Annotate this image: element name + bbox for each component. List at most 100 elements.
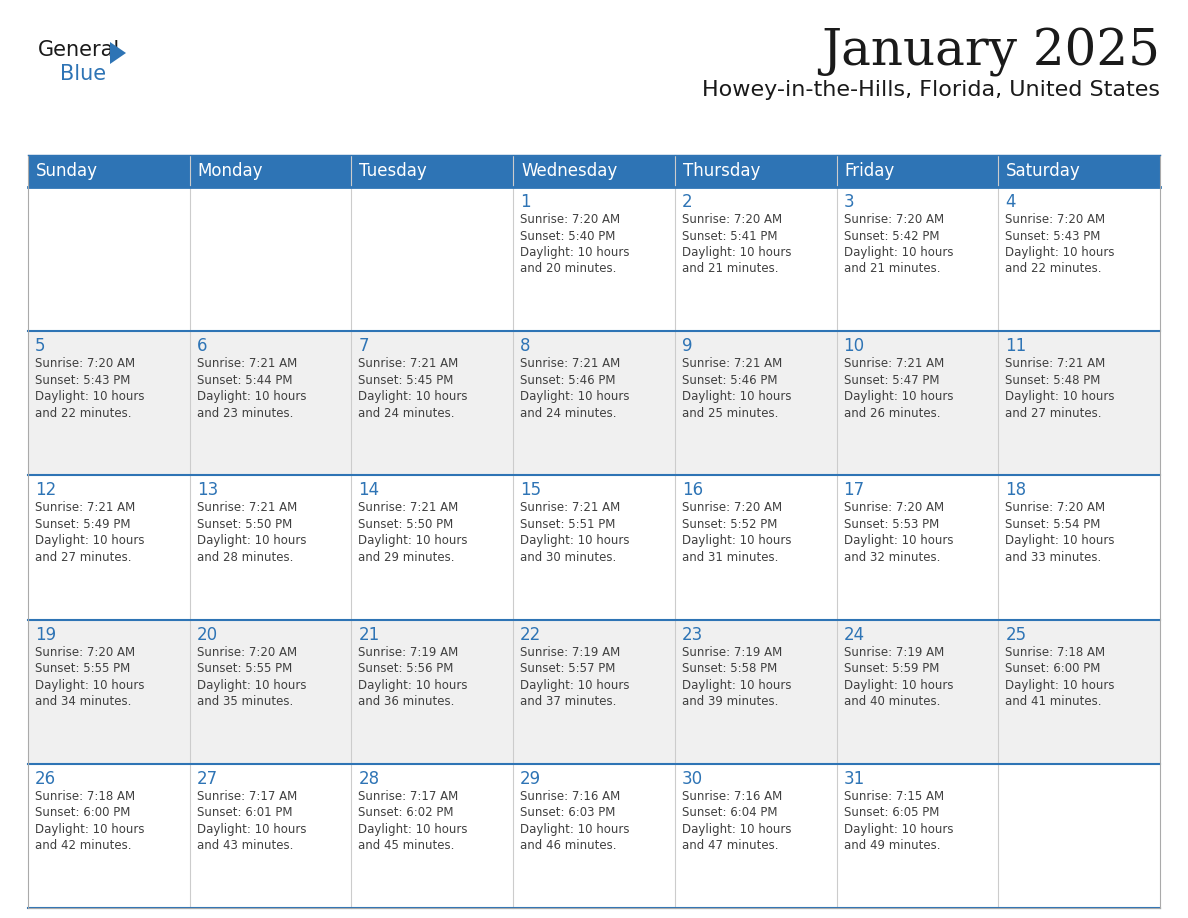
- Text: Sunrise: 7:20 AM
Sunset: 5:42 PM
Daylight: 10 hours
and 21 minutes.: Sunrise: 7:20 AM Sunset: 5:42 PM Dayligh…: [843, 213, 953, 275]
- Bar: [998, 187, 1159, 331]
- Text: 29: 29: [520, 770, 542, 788]
- Text: 17: 17: [843, 481, 865, 499]
- Text: 12: 12: [34, 481, 56, 499]
- Text: Sunrise: 7:21 AM
Sunset: 5:50 PM
Daylight: 10 hours
and 28 minutes.: Sunrise: 7:21 AM Sunset: 5:50 PM Dayligh…: [197, 501, 307, 564]
- Text: 30: 30: [682, 770, 703, 788]
- Text: January 2025: January 2025: [821, 28, 1159, 77]
- Bar: [998, 620, 1159, 764]
- Bar: [675, 476, 836, 620]
- Bar: [29, 155, 190, 187]
- Text: Sunrise: 7:19 AM
Sunset: 5:57 PM
Daylight: 10 hours
and 37 minutes.: Sunrise: 7:19 AM Sunset: 5:57 PM Dayligh…: [520, 645, 630, 708]
- Text: 7: 7: [359, 337, 369, 355]
- Text: 21: 21: [359, 625, 380, 644]
- Bar: [513, 476, 675, 620]
- Text: 4: 4: [1005, 193, 1016, 211]
- Text: Sunrise: 7:20 AM
Sunset: 5:43 PM
Daylight: 10 hours
and 22 minutes.: Sunrise: 7:20 AM Sunset: 5:43 PM Dayligh…: [34, 357, 145, 420]
- Text: General: General: [38, 40, 120, 60]
- Text: Sunrise: 7:21 AM
Sunset: 5:51 PM
Daylight: 10 hours
and 30 minutes.: Sunrise: 7:21 AM Sunset: 5:51 PM Dayligh…: [520, 501, 630, 564]
- Bar: [675, 187, 836, 331]
- Bar: [513, 331, 675, 476]
- Text: 26: 26: [34, 770, 56, 788]
- Text: 19: 19: [34, 625, 56, 644]
- Text: Sunrise: 7:17 AM
Sunset: 6:01 PM
Daylight: 10 hours
and 43 minutes.: Sunrise: 7:17 AM Sunset: 6:01 PM Dayligh…: [197, 789, 307, 852]
- Bar: [836, 331, 998, 476]
- Text: Wednesday: Wednesday: [522, 162, 618, 180]
- Polygon shape: [110, 42, 126, 64]
- Text: 24: 24: [843, 625, 865, 644]
- Text: Friday: Friday: [845, 162, 895, 180]
- Bar: [190, 155, 352, 187]
- Text: Sunrise: 7:19 AM
Sunset: 5:58 PM
Daylight: 10 hours
and 39 minutes.: Sunrise: 7:19 AM Sunset: 5:58 PM Dayligh…: [682, 645, 791, 708]
- Text: 22: 22: [520, 625, 542, 644]
- Bar: [29, 187, 190, 331]
- Text: Sunrise: 7:19 AM
Sunset: 5:59 PM
Daylight: 10 hours
and 40 minutes.: Sunrise: 7:19 AM Sunset: 5:59 PM Dayligh…: [843, 645, 953, 708]
- Bar: [675, 620, 836, 764]
- Text: 16: 16: [682, 481, 703, 499]
- Text: 13: 13: [197, 481, 217, 499]
- Text: 18: 18: [1005, 481, 1026, 499]
- Text: 5: 5: [34, 337, 45, 355]
- Text: Thursday: Thursday: [683, 162, 760, 180]
- Bar: [998, 155, 1159, 187]
- Bar: [190, 476, 352, 620]
- Bar: [352, 331, 513, 476]
- Text: 31: 31: [843, 770, 865, 788]
- Bar: [352, 620, 513, 764]
- Text: Sunrise: 7:21 AM
Sunset: 5:46 PM
Daylight: 10 hours
and 24 minutes.: Sunrise: 7:21 AM Sunset: 5:46 PM Dayligh…: [520, 357, 630, 420]
- Bar: [836, 187, 998, 331]
- Bar: [190, 331, 352, 476]
- Text: Sunrise: 7:20 AM
Sunset: 5:54 PM
Daylight: 10 hours
and 33 minutes.: Sunrise: 7:20 AM Sunset: 5:54 PM Dayligh…: [1005, 501, 1114, 564]
- Bar: [352, 476, 513, 620]
- Text: Sunrise: 7:20 AM
Sunset: 5:55 PM
Daylight: 10 hours
and 34 minutes.: Sunrise: 7:20 AM Sunset: 5:55 PM Dayligh…: [34, 645, 145, 708]
- Bar: [29, 620, 190, 764]
- Bar: [836, 764, 998, 908]
- Bar: [352, 187, 513, 331]
- Text: 6: 6: [197, 337, 207, 355]
- Bar: [513, 155, 675, 187]
- Bar: [190, 187, 352, 331]
- Text: Sunrise: 7:18 AM
Sunset: 6:00 PM
Daylight: 10 hours
and 42 minutes.: Sunrise: 7:18 AM Sunset: 6:00 PM Dayligh…: [34, 789, 145, 852]
- Bar: [836, 476, 998, 620]
- Text: Sunrise: 7:21 AM
Sunset: 5:45 PM
Daylight: 10 hours
and 24 minutes.: Sunrise: 7:21 AM Sunset: 5:45 PM Dayligh…: [359, 357, 468, 420]
- Text: Sunrise: 7:16 AM
Sunset: 6:03 PM
Daylight: 10 hours
and 46 minutes.: Sunrise: 7:16 AM Sunset: 6:03 PM Dayligh…: [520, 789, 630, 852]
- Bar: [352, 764, 513, 908]
- Bar: [998, 331, 1159, 476]
- Text: 8: 8: [520, 337, 531, 355]
- Bar: [675, 155, 836, 187]
- Bar: [675, 331, 836, 476]
- Text: Sunday: Sunday: [36, 162, 97, 180]
- Bar: [513, 187, 675, 331]
- Bar: [513, 764, 675, 908]
- Bar: [836, 620, 998, 764]
- Text: 3: 3: [843, 193, 854, 211]
- Text: Howey-in-the-Hills, Florida, United States: Howey-in-the-Hills, Florida, United Stat…: [702, 80, 1159, 100]
- Bar: [675, 764, 836, 908]
- Text: Sunrise: 7:18 AM
Sunset: 6:00 PM
Daylight: 10 hours
and 41 minutes.: Sunrise: 7:18 AM Sunset: 6:00 PM Dayligh…: [1005, 645, 1114, 708]
- Text: 1: 1: [520, 193, 531, 211]
- Bar: [836, 155, 998, 187]
- Text: Saturday: Saturday: [1006, 162, 1081, 180]
- Text: 14: 14: [359, 481, 379, 499]
- Text: Sunrise: 7:19 AM
Sunset: 5:56 PM
Daylight: 10 hours
and 36 minutes.: Sunrise: 7:19 AM Sunset: 5:56 PM Dayligh…: [359, 645, 468, 708]
- Text: Tuesday: Tuesday: [360, 162, 428, 180]
- Text: Sunrise: 7:20 AM
Sunset: 5:52 PM
Daylight: 10 hours
and 31 minutes.: Sunrise: 7:20 AM Sunset: 5:52 PM Dayligh…: [682, 501, 791, 564]
- Bar: [190, 620, 352, 764]
- Text: Sunrise: 7:21 AM
Sunset: 5:49 PM
Daylight: 10 hours
and 27 minutes.: Sunrise: 7:21 AM Sunset: 5:49 PM Dayligh…: [34, 501, 145, 564]
- Text: Sunrise: 7:20 AM
Sunset: 5:40 PM
Daylight: 10 hours
and 20 minutes.: Sunrise: 7:20 AM Sunset: 5:40 PM Dayligh…: [520, 213, 630, 275]
- Bar: [998, 764, 1159, 908]
- Text: 25: 25: [1005, 625, 1026, 644]
- Text: 9: 9: [682, 337, 693, 355]
- Text: Sunrise: 7:20 AM
Sunset: 5:53 PM
Daylight: 10 hours
and 32 minutes.: Sunrise: 7:20 AM Sunset: 5:53 PM Dayligh…: [843, 501, 953, 564]
- Text: Sunrise: 7:21 AM
Sunset: 5:46 PM
Daylight: 10 hours
and 25 minutes.: Sunrise: 7:21 AM Sunset: 5:46 PM Dayligh…: [682, 357, 791, 420]
- Text: Blue: Blue: [61, 64, 106, 84]
- Bar: [352, 155, 513, 187]
- Text: 10: 10: [843, 337, 865, 355]
- Text: Sunrise: 7:21 AM
Sunset: 5:47 PM
Daylight: 10 hours
and 26 minutes.: Sunrise: 7:21 AM Sunset: 5:47 PM Dayligh…: [843, 357, 953, 420]
- Bar: [29, 764, 190, 908]
- Bar: [29, 331, 190, 476]
- Text: 20: 20: [197, 625, 217, 644]
- Text: Monday: Monday: [197, 162, 264, 180]
- Text: 27: 27: [197, 770, 217, 788]
- Text: Sunrise: 7:21 AM
Sunset: 5:50 PM
Daylight: 10 hours
and 29 minutes.: Sunrise: 7:21 AM Sunset: 5:50 PM Dayligh…: [359, 501, 468, 564]
- Bar: [513, 620, 675, 764]
